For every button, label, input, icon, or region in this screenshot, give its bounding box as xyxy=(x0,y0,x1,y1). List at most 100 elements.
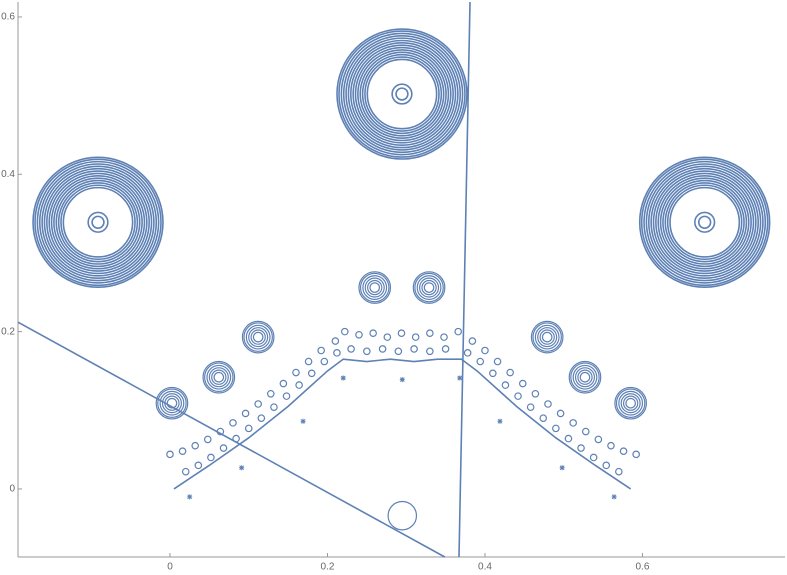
ring xyxy=(250,329,266,345)
ring xyxy=(362,275,388,300)
ring xyxy=(46,170,150,275)
orbit-dot xyxy=(426,329,434,337)
ring xyxy=(159,390,185,416)
ring xyxy=(248,327,269,348)
fixed-point xyxy=(497,418,503,424)
ring xyxy=(615,388,646,418)
ring xyxy=(620,393,641,414)
orbit-dot xyxy=(468,337,477,345)
orbit-dot xyxy=(394,347,403,356)
orbit-dot xyxy=(594,435,603,444)
orbit-dot xyxy=(440,333,448,341)
ring xyxy=(579,371,591,383)
ring xyxy=(155,386,189,420)
ring xyxy=(534,324,560,350)
ring xyxy=(87,211,109,233)
ring xyxy=(645,163,764,282)
orbit-dot xyxy=(489,369,497,378)
ring xyxy=(537,327,558,348)
ring xyxy=(643,160,767,284)
orbit-dot xyxy=(564,434,573,443)
ring xyxy=(345,37,459,151)
orbit-dot xyxy=(411,333,420,341)
orbit-dot xyxy=(556,409,565,418)
ring xyxy=(157,388,187,418)
orbit-dot xyxy=(229,419,237,427)
curve xyxy=(173,358,632,490)
orbit-dot xyxy=(544,400,552,408)
ring xyxy=(36,160,160,284)
orbit-dot xyxy=(493,357,502,366)
ring xyxy=(336,28,468,160)
orbit-dot xyxy=(581,427,590,436)
ring xyxy=(572,364,598,390)
orbit-dot xyxy=(363,347,371,356)
orbit-dot xyxy=(615,467,623,476)
orbit-dot xyxy=(241,409,250,418)
ring xyxy=(338,30,466,158)
ring xyxy=(366,58,438,130)
ring xyxy=(640,158,769,287)
orbit-dot xyxy=(166,450,174,459)
orbit-dot xyxy=(219,444,228,452)
ring xyxy=(60,184,136,261)
ring xyxy=(34,158,162,287)
orbit-dot xyxy=(539,414,548,422)
orbit-dot xyxy=(378,345,387,353)
ring xyxy=(357,49,447,139)
ring xyxy=(568,360,602,394)
ring xyxy=(202,360,236,394)
orbit-dot xyxy=(454,327,462,336)
orbit-dot xyxy=(589,453,598,462)
orbit-dot xyxy=(506,368,514,377)
x-tick-label: 0.6 xyxy=(636,562,650,573)
orbit-dot xyxy=(304,357,313,366)
ring xyxy=(539,329,555,345)
ring xyxy=(358,271,392,304)
ring xyxy=(577,369,593,385)
ring xyxy=(369,282,381,293)
fixed-point xyxy=(457,375,463,381)
orbit-dot xyxy=(481,346,489,355)
ring xyxy=(530,320,564,354)
ring xyxy=(664,182,745,263)
orbit-dot xyxy=(279,379,288,388)
ring xyxy=(416,275,442,300)
curve xyxy=(458,1,471,558)
ring xyxy=(367,279,383,296)
fixed-point xyxy=(300,418,306,424)
ring xyxy=(166,397,178,409)
ring xyxy=(650,167,760,277)
orbit-dot xyxy=(203,435,212,444)
ring xyxy=(625,397,636,409)
ring xyxy=(618,390,644,416)
ring xyxy=(38,163,158,282)
ring xyxy=(412,271,446,304)
ring xyxy=(57,182,139,263)
y-tick-label: 0.6 xyxy=(1,12,15,23)
ring xyxy=(361,53,443,135)
orbit-dot xyxy=(526,403,535,411)
ring xyxy=(204,362,234,393)
ring xyxy=(423,282,435,293)
orbit-dot xyxy=(244,424,253,433)
y-tick-label: 0 xyxy=(9,484,15,495)
ring xyxy=(245,324,271,350)
orbit-dot xyxy=(194,461,203,470)
orbit-dot xyxy=(320,357,329,366)
curve xyxy=(17,321,446,558)
ring xyxy=(213,371,225,383)
orbit-dot xyxy=(552,424,560,433)
ring xyxy=(414,272,444,303)
orbit-dot xyxy=(501,381,510,389)
ring xyxy=(206,364,232,390)
orbit-dot xyxy=(266,389,275,398)
ring xyxy=(208,367,229,388)
ring xyxy=(541,331,553,343)
orbit-dot xyxy=(632,450,640,459)
orbit-dot xyxy=(307,369,316,378)
x-tick-label: 0.2 xyxy=(321,562,335,573)
ring xyxy=(340,32,464,156)
ring xyxy=(359,51,445,137)
